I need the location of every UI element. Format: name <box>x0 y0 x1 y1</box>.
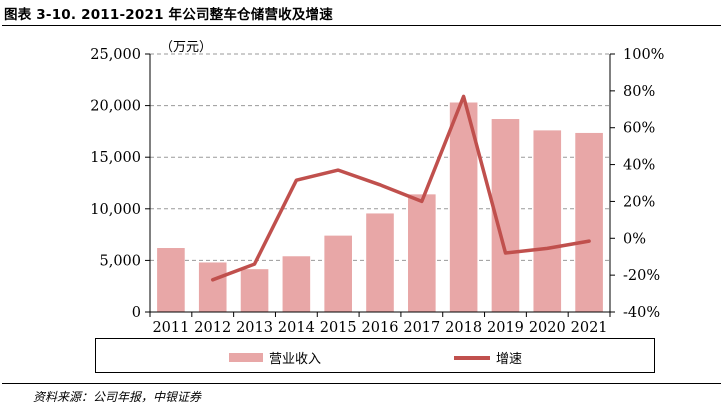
title-divider <box>2 25 721 26</box>
x-tick-label-2016: 2016 <box>362 320 399 336</box>
legend-swatch-line <box>454 355 490 360</box>
left-tick-label: 5,000 <box>99 253 141 269</box>
left-tick-label: 15,000 <box>90 150 141 166</box>
axes <box>149 54 611 313</box>
x-tick-label-2018: 2018 <box>445 320 482 336</box>
right-tick-label: 60% <box>623 121 655 137</box>
bar-2014 <box>282 256 311 312</box>
unit-label: （万元） <box>160 40 212 55</box>
combo-chart: 0 5,000 10,000 15,000 20,000 25,000 -40% -20% 0… <box>90 40 664 336</box>
bar-2016 <box>366 213 394 312</box>
legend-item-revenue: 营业收入 <box>229 348 321 367</box>
legend: 营业收入 增速 <box>95 338 655 373</box>
x-tick-label-2011: 2011 <box>152 320 189 336</box>
left-tick-label: 25,000 <box>90 47 141 63</box>
revenue-bars <box>157 102 603 313</box>
x-tick-label-2020: 2020 <box>529 320 566 336</box>
bar-2021 <box>575 132 603 312</box>
x-tick-label-2017: 2017 <box>403 320 440 336</box>
bar-2017 <box>408 194 436 312</box>
x-tick-label-2013: 2013 <box>236 320 273 336</box>
left-tick-label: 0 <box>132 305 141 321</box>
bar-2011 <box>157 248 185 312</box>
right-tick-label: 40% <box>623 158 655 174</box>
bar-2020 <box>533 130 562 312</box>
right-tick-label: 20% <box>623 194 655 210</box>
left-tick-label: 20,000 <box>90 99 141 115</box>
left-axis-ticks: 0 5,000 10,000 15,000 20,000 25,000 <box>90 47 150 321</box>
x-tick-label-2015: 2015 <box>320 320 357 336</box>
bar-2013 <box>240 269 269 312</box>
right-tick-label: 80% <box>623 84 655 100</box>
growth-line <box>210 94 591 282</box>
right-tick-label: -40% <box>623 305 660 321</box>
growth-line-path <box>210 94 591 282</box>
legend-label-growth: 增速 <box>496 352 523 367</box>
figure-title: 图表 3-10. 2011-2021 年公司整车仓储营收及增速 <box>4 7 333 23</box>
legend-label-revenue: 营业收入 <box>269 352 322 367</box>
x-tick-label-2021: 2021 <box>571 320 608 336</box>
source-note: 资料来源：公司年报，中银证券 <box>33 390 202 404</box>
right-tick-label: 100% <box>623 47 664 63</box>
right-axis-ticks: -40% -20% 0% 20% 40% 60% 80% 100% <box>610 47 664 321</box>
right-tick-label: 0% <box>623 231 646 247</box>
x-tick-label-2019: 2019 <box>487 320 524 336</box>
x-tick-label-2014: 2014 <box>278 320 315 336</box>
x-tick-label-2012: 2012 <box>194 320 231 336</box>
source-divider <box>2 383 721 384</box>
legend-swatch-bar <box>229 353 263 362</box>
legend-item-growth: 增速 <box>454 348 522 367</box>
x-axis-ticks: 2011 2012 2013 2014 2015 2016 2017 2018 2019 2020… <box>149 312 611 336</box>
bar-2015 <box>324 235 352 312</box>
bar-2012 <box>198 262 227 312</box>
right-tick-label: -20% <box>623 268 660 284</box>
left-tick-label: 10,000 <box>90 202 141 218</box>
